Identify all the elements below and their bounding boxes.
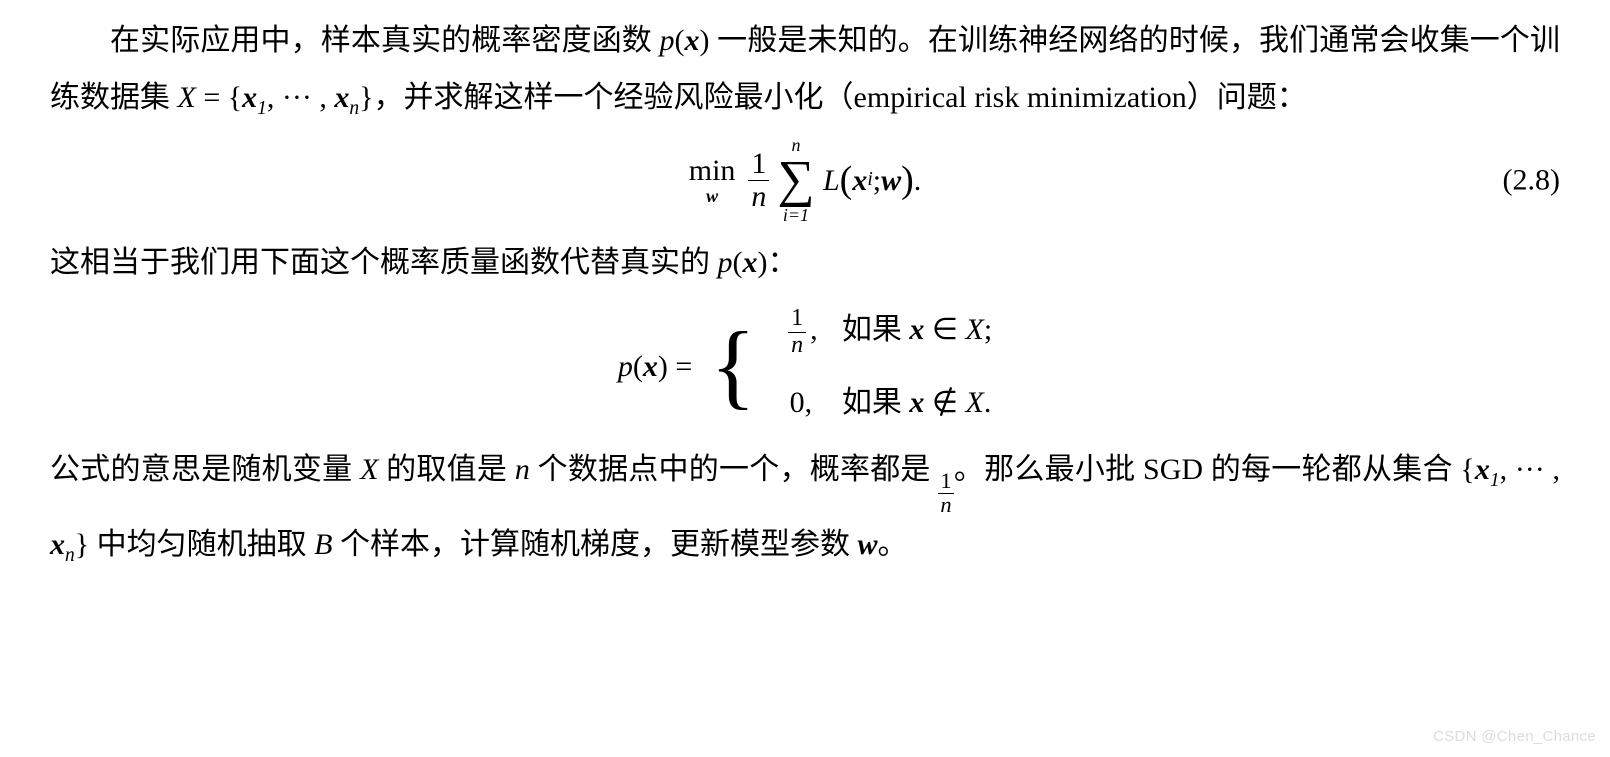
x1: x [242, 81, 257, 114]
rparen: ) [901, 144, 914, 216]
equation-body: min w 1 n n ∑ i=1 L(xi; w). [50, 136, 1560, 224]
min-operator: min w [689, 154, 736, 207]
p-symbol-2: p [718, 246, 733, 279]
paragraph-1: 在实际应用中，样本真实的概率密度函数 p(x) 一般是未知的。在训练神经网络的时… [50, 12, 1560, 126]
x-c1: x [909, 313, 924, 346]
period-c2: . [984, 386, 992, 419]
min-text: min [689, 154, 736, 187]
frac-den: n [748, 180, 769, 213]
case2-cond: 如果 x ∉ X. [842, 374, 991, 431]
piecewise-lhs: p(x) = [618, 338, 692, 395]
X-var: X [360, 453, 378, 486]
watermark: CSDN @Chen_Chance [1433, 723, 1596, 752]
inline-frac-1n: 1 n [938, 470, 953, 516]
L-symbol: L [823, 152, 840, 209]
n-var: n [515, 453, 530, 486]
B-var: B [314, 528, 332, 561]
eq-period: . [914, 152, 922, 209]
subn-b: n [65, 545, 75, 566]
calX-c2: X [966, 386, 984, 419]
xi: x [852, 152, 867, 209]
xn: x [334, 81, 349, 114]
p3-b: 的取值是 [378, 453, 514, 486]
p1-text-a: 在实际应用中，样本真实的概率密度函数 [110, 24, 660, 57]
p3-a: 公式的意思是随机变量 [50, 453, 360, 486]
sigma-symbol: ∑ [777, 154, 814, 206]
w-final: w [857, 528, 877, 561]
set-open: = { [196, 81, 242, 114]
if-1: 如果 [842, 313, 910, 346]
dots-b: , ··· , [1500, 453, 1560, 486]
sub-1: 1 [257, 98, 267, 119]
colon: ： [768, 246, 798, 279]
piecewise-body: p(x) = { 1 n , 如果 x ∈ X; [50, 301, 1560, 431]
equation-number: (2.8) [1503, 152, 1560, 209]
x-lhs: x [643, 350, 658, 383]
p3-d: 。那么最小批 SGD 的每一轮都从集合 { [954, 453, 1475, 486]
sub1-b: 1 [1490, 470, 1500, 491]
frac-1-n: 1 n [748, 148, 769, 212]
case-1: 1 n , 如果 x ∈ X; [780, 301, 992, 358]
sub-n: n [349, 98, 359, 119]
lparen: ( [840, 144, 853, 216]
summation: n ∑ i=1 [777, 136, 814, 224]
p1-text-c: ，并求解这样一个经验风险最小化（empirical risk minimizat… [374, 81, 1307, 114]
sum-lower: i=1 [783, 206, 809, 224]
p3-c: 个数据点中的一个，概率都是 [530, 453, 939, 486]
case2-val: 0, [780, 374, 822, 431]
notin-symbol: ∉ [924, 386, 965, 419]
paragraph-3: 公式的意思是随机变量 X 的取值是 n 个数据点中的一个，概率都是 1 n 。那… [50, 441, 1560, 573]
frac-num: 1 [748, 148, 769, 180]
cases: 1 n , 如果 x ∈ X; 0, 如果 x ∉ X. [780, 301, 992, 431]
equals: = [668, 350, 692, 383]
x1-b: x [1475, 453, 1490, 486]
p3-f: 个样本，计算随机梯度，更新模型参数 [332, 528, 857, 561]
document-content: 在实际应用中，样本真实的概率密度函数 p(x) 一般是未知的。在训练神经网络的时… [0, 0, 1610, 573]
inline-den: n [938, 493, 953, 517]
x-symbol: x [685, 24, 700, 57]
p-lhs: p [618, 350, 633, 383]
case-2: 0, 如果 x ∉ X. [780, 374, 992, 431]
dots: , ··· , [267, 81, 327, 114]
xn-b: x [50, 528, 65, 561]
semi-c1: ; [984, 313, 992, 346]
p-symbol: p [660, 24, 675, 57]
document-page: 在实际应用中，样本真实的概率密度函数 p(x) 一般是未知的。在训练神经网络的时… [0, 0, 1610, 757]
calX-c1: X [966, 313, 984, 346]
p2-text: 这相当于我们用下面这个概率质量函数代替真实的 [50, 246, 718, 279]
if-2: 如果 [842, 386, 910, 419]
p3-g: 。 [878, 528, 908, 561]
case1-comma: , [810, 313, 818, 346]
p3-e: } 中均匀随机抽取 [75, 528, 314, 561]
equation-piecewise: p(x) = { 1 n , 如果 x ∈ X; [50, 301, 1560, 431]
left-brace: { [710, 323, 756, 409]
set-close: } [359, 81, 373, 114]
min-sub-w: w [706, 187, 718, 207]
case1-cond: 如果 x ∈ X; [842, 301, 992, 358]
paragraph-2: 这相当于我们用下面这个概率质量函数代替真实的 p(x)： [50, 234, 1560, 291]
equation-2-8: min w 1 n n ∑ i=1 L(xi; w). (2.8) [50, 136, 1560, 224]
x-symbol-2: x [743, 246, 758, 279]
x-c2: x [909, 386, 924, 419]
w-arg: w [881, 152, 901, 209]
semicolon: ; [873, 152, 881, 209]
in-symbol: ∈ [924, 313, 965, 346]
case1-val: 1 n , [780, 301, 822, 358]
calX: X [178, 81, 196, 114]
case1-den: n [788, 332, 806, 358]
